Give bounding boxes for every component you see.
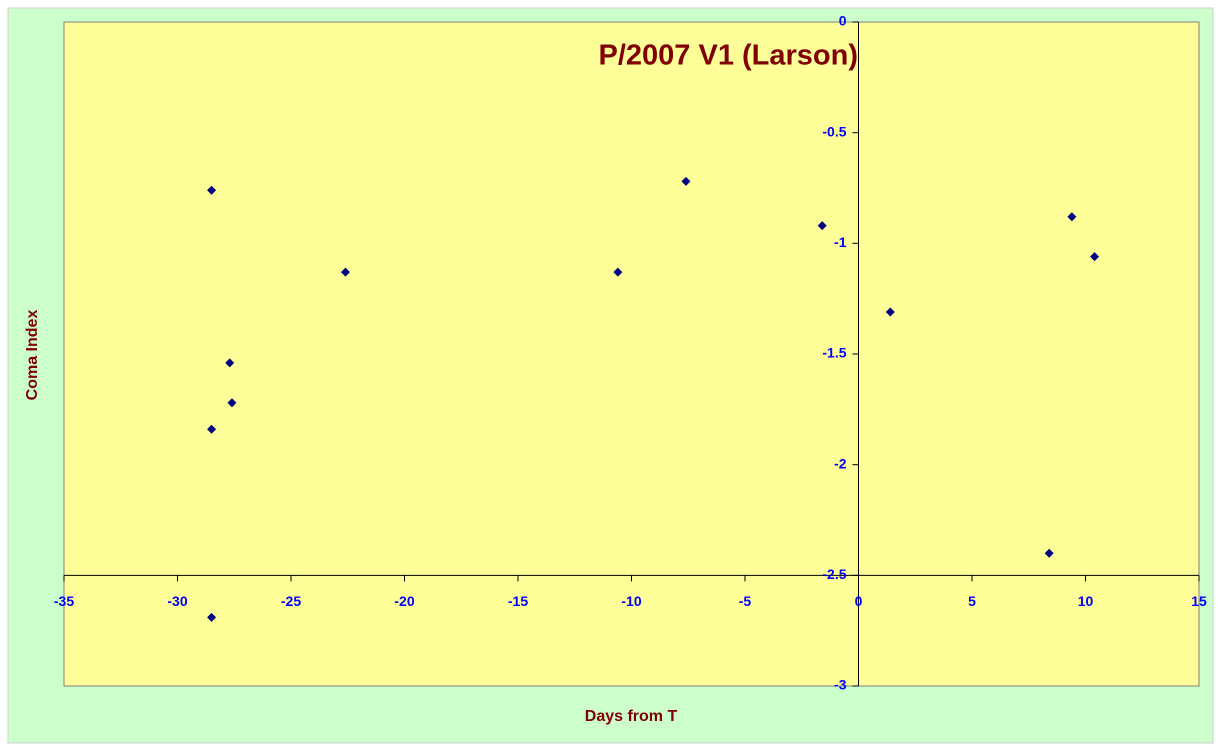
data-point <box>1044 548 1054 558</box>
data-point <box>207 424 217 434</box>
x-tick-label: -35 <box>54 593 74 609</box>
chart-title: P/2007 V1 (Larson) <box>599 40 859 72</box>
x-tick-label: -20 <box>394 593 414 609</box>
y-tick-label: -1 <box>834 234 847 250</box>
data-point <box>207 612 217 622</box>
x-tick-label: 0 <box>855 593 863 609</box>
y-tick-label: -2.5 <box>822 566 846 582</box>
data-point <box>225 358 235 368</box>
x-tick-label: -10 <box>621 593 641 609</box>
data-point <box>340 267 350 277</box>
y-tick-label: -0.5 <box>822 123 846 139</box>
data-point <box>817 221 827 231</box>
x-tick-label: -15 <box>508 593 528 609</box>
y-tick-label: -2 <box>834 455 847 471</box>
data-point <box>613 267 623 277</box>
x-tick-label: -5 <box>739 593 752 609</box>
data-point <box>885 307 895 317</box>
y-tick-label: 0 <box>839 13 847 29</box>
y-tick-label: -1.5 <box>822 345 846 361</box>
y-axis-label: Coma Index <box>24 310 41 401</box>
x-tick-label: -30 <box>167 593 187 609</box>
y-tick-label: -3 <box>834 677 847 693</box>
data-point <box>227 398 237 408</box>
plot-area <box>63 21 1200 687</box>
x-tick-label: -25 <box>281 593 301 609</box>
data-point <box>681 176 691 186</box>
x-axis-label: Days from T <box>585 708 678 725</box>
data-point <box>1090 252 1100 262</box>
x-tick-label: 10 <box>1078 593 1094 609</box>
data-point <box>207 185 217 195</box>
x-tick-label: 15 <box>1191 593 1207 609</box>
data-point <box>1067 212 1077 222</box>
x-tick-label: 5 <box>968 593 976 609</box>
